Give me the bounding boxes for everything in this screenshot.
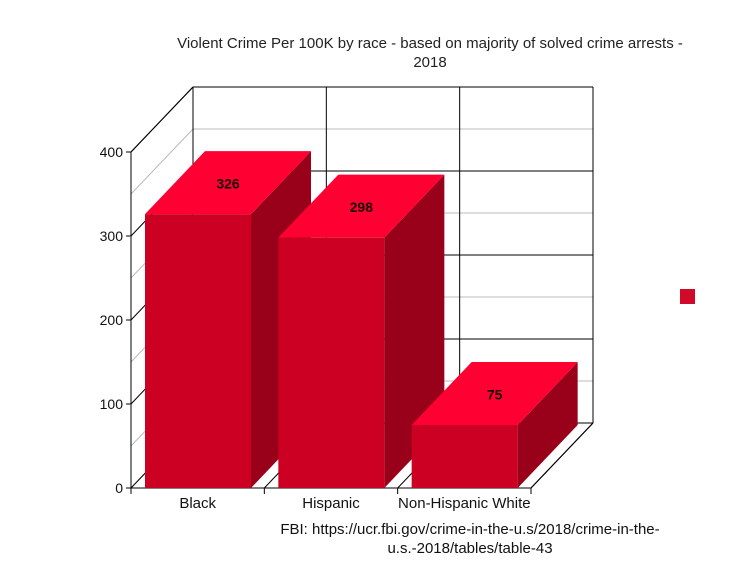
y-tick-label: 0	[115, 480, 123, 496]
x-tick-label: Black	[179, 495, 216, 512]
data-label: 326	[216, 176, 240, 192]
side-gridline	[130, 128, 194, 195]
source-note: FBI: https://ucr.fbi.gov/crime-in-the-u.…	[280, 521, 660, 557]
bar-top	[411, 362, 578, 425]
bar-side	[517, 362, 578, 488]
y-tick-label: 300	[100, 228, 124, 244]
y-tick-label: 400	[100, 144, 124, 160]
x-tick-label: Non-Hispanic White	[398, 495, 531, 512]
y-tick-label: 200	[100, 312, 124, 328]
y-tick-label: 100	[100, 396, 124, 412]
chart-title: Violent Crime Per 100K by race - based o…	[177, 35, 683, 71]
floor-right-edge	[530, 422, 594, 489]
legend-swatch	[680, 289, 695, 304]
bar-top	[145, 151, 311, 215]
side-top-edge	[130, 86, 194, 153]
bar-top	[278, 174, 445, 238]
bar-front	[278, 237, 385, 488]
bar-front	[145, 214, 251, 488]
data-label: 75	[487, 387, 503, 403]
data-label: 298	[350, 199, 374, 215]
bar-front	[411, 425, 518, 488]
x-tick-label: Hispanic	[302, 495, 360, 512]
